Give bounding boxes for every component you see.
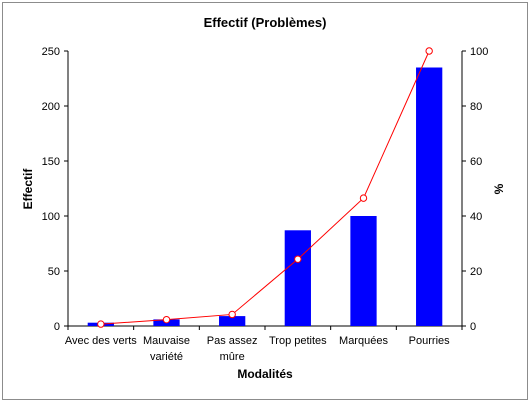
- line-point: [359, 194, 368, 202]
- x-tick-label: Pas assez: [207, 335, 258, 347]
- x-tick-label: Trop petites: [269, 335, 327, 347]
- x-tick-label: Pourries: [409, 335, 450, 347]
- cumulative-line: [100, 50, 430, 325]
- bar: [350, 216, 377, 326]
- plot-area: 0 50 100 150 200 250 0 20 40 60 80 100 Avec des vert…: [42, 46, 489, 363]
- bar: [416, 67, 443, 326]
- y-tick-label: 200: [42, 101, 60, 113]
- line-point: [97, 320, 105, 328]
- x-tick-label: Mauvaise: [143, 335, 190, 347]
- line-point: [228, 310, 236, 319]
- x-tick-label: variété: [150, 351, 183, 363]
- y2-tick-label: 20: [470, 266, 482, 278]
- y2-axis-title: %: [492, 183, 506, 194]
- x-tick-label: Marquées: [339, 335, 388, 347]
- y2-tick-label: 40: [470, 211, 482, 223]
- y-tick-label: 150: [42, 156, 60, 168]
- x-tick-label: Avec des verts: [65, 335, 137, 347]
- y-axis-title: Effectif: [21, 168, 35, 210]
- y2-tick-label: 100: [470, 46, 488, 58]
- bar: [284, 230, 311, 326]
- y2-tick-label: 60: [470, 156, 482, 168]
- line-point: [425, 47, 433, 55]
- y2-tick-label: 0: [470, 321, 476, 333]
- x-axis-title: Modalités: [237, 367, 293, 381]
- chart-title: Effectif (Problèmes): [204, 15, 327, 30]
- bar: [219, 316, 246, 326]
- y-tick-label: 250: [42, 46, 60, 58]
- y-tick-label: 50: [48, 266, 60, 278]
- line-point: [294, 255, 302, 263]
- y2-tick-label: 80: [470, 101, 482, 113]
- line-point: [162, 315, 171, 324]
- x-tick-label: mûre: [220, 351, 245, 363]
- y-tick-label: 100: [42, 211, 60, 223]
- y-tick-label: 0: [54, 321, 60, 333]
